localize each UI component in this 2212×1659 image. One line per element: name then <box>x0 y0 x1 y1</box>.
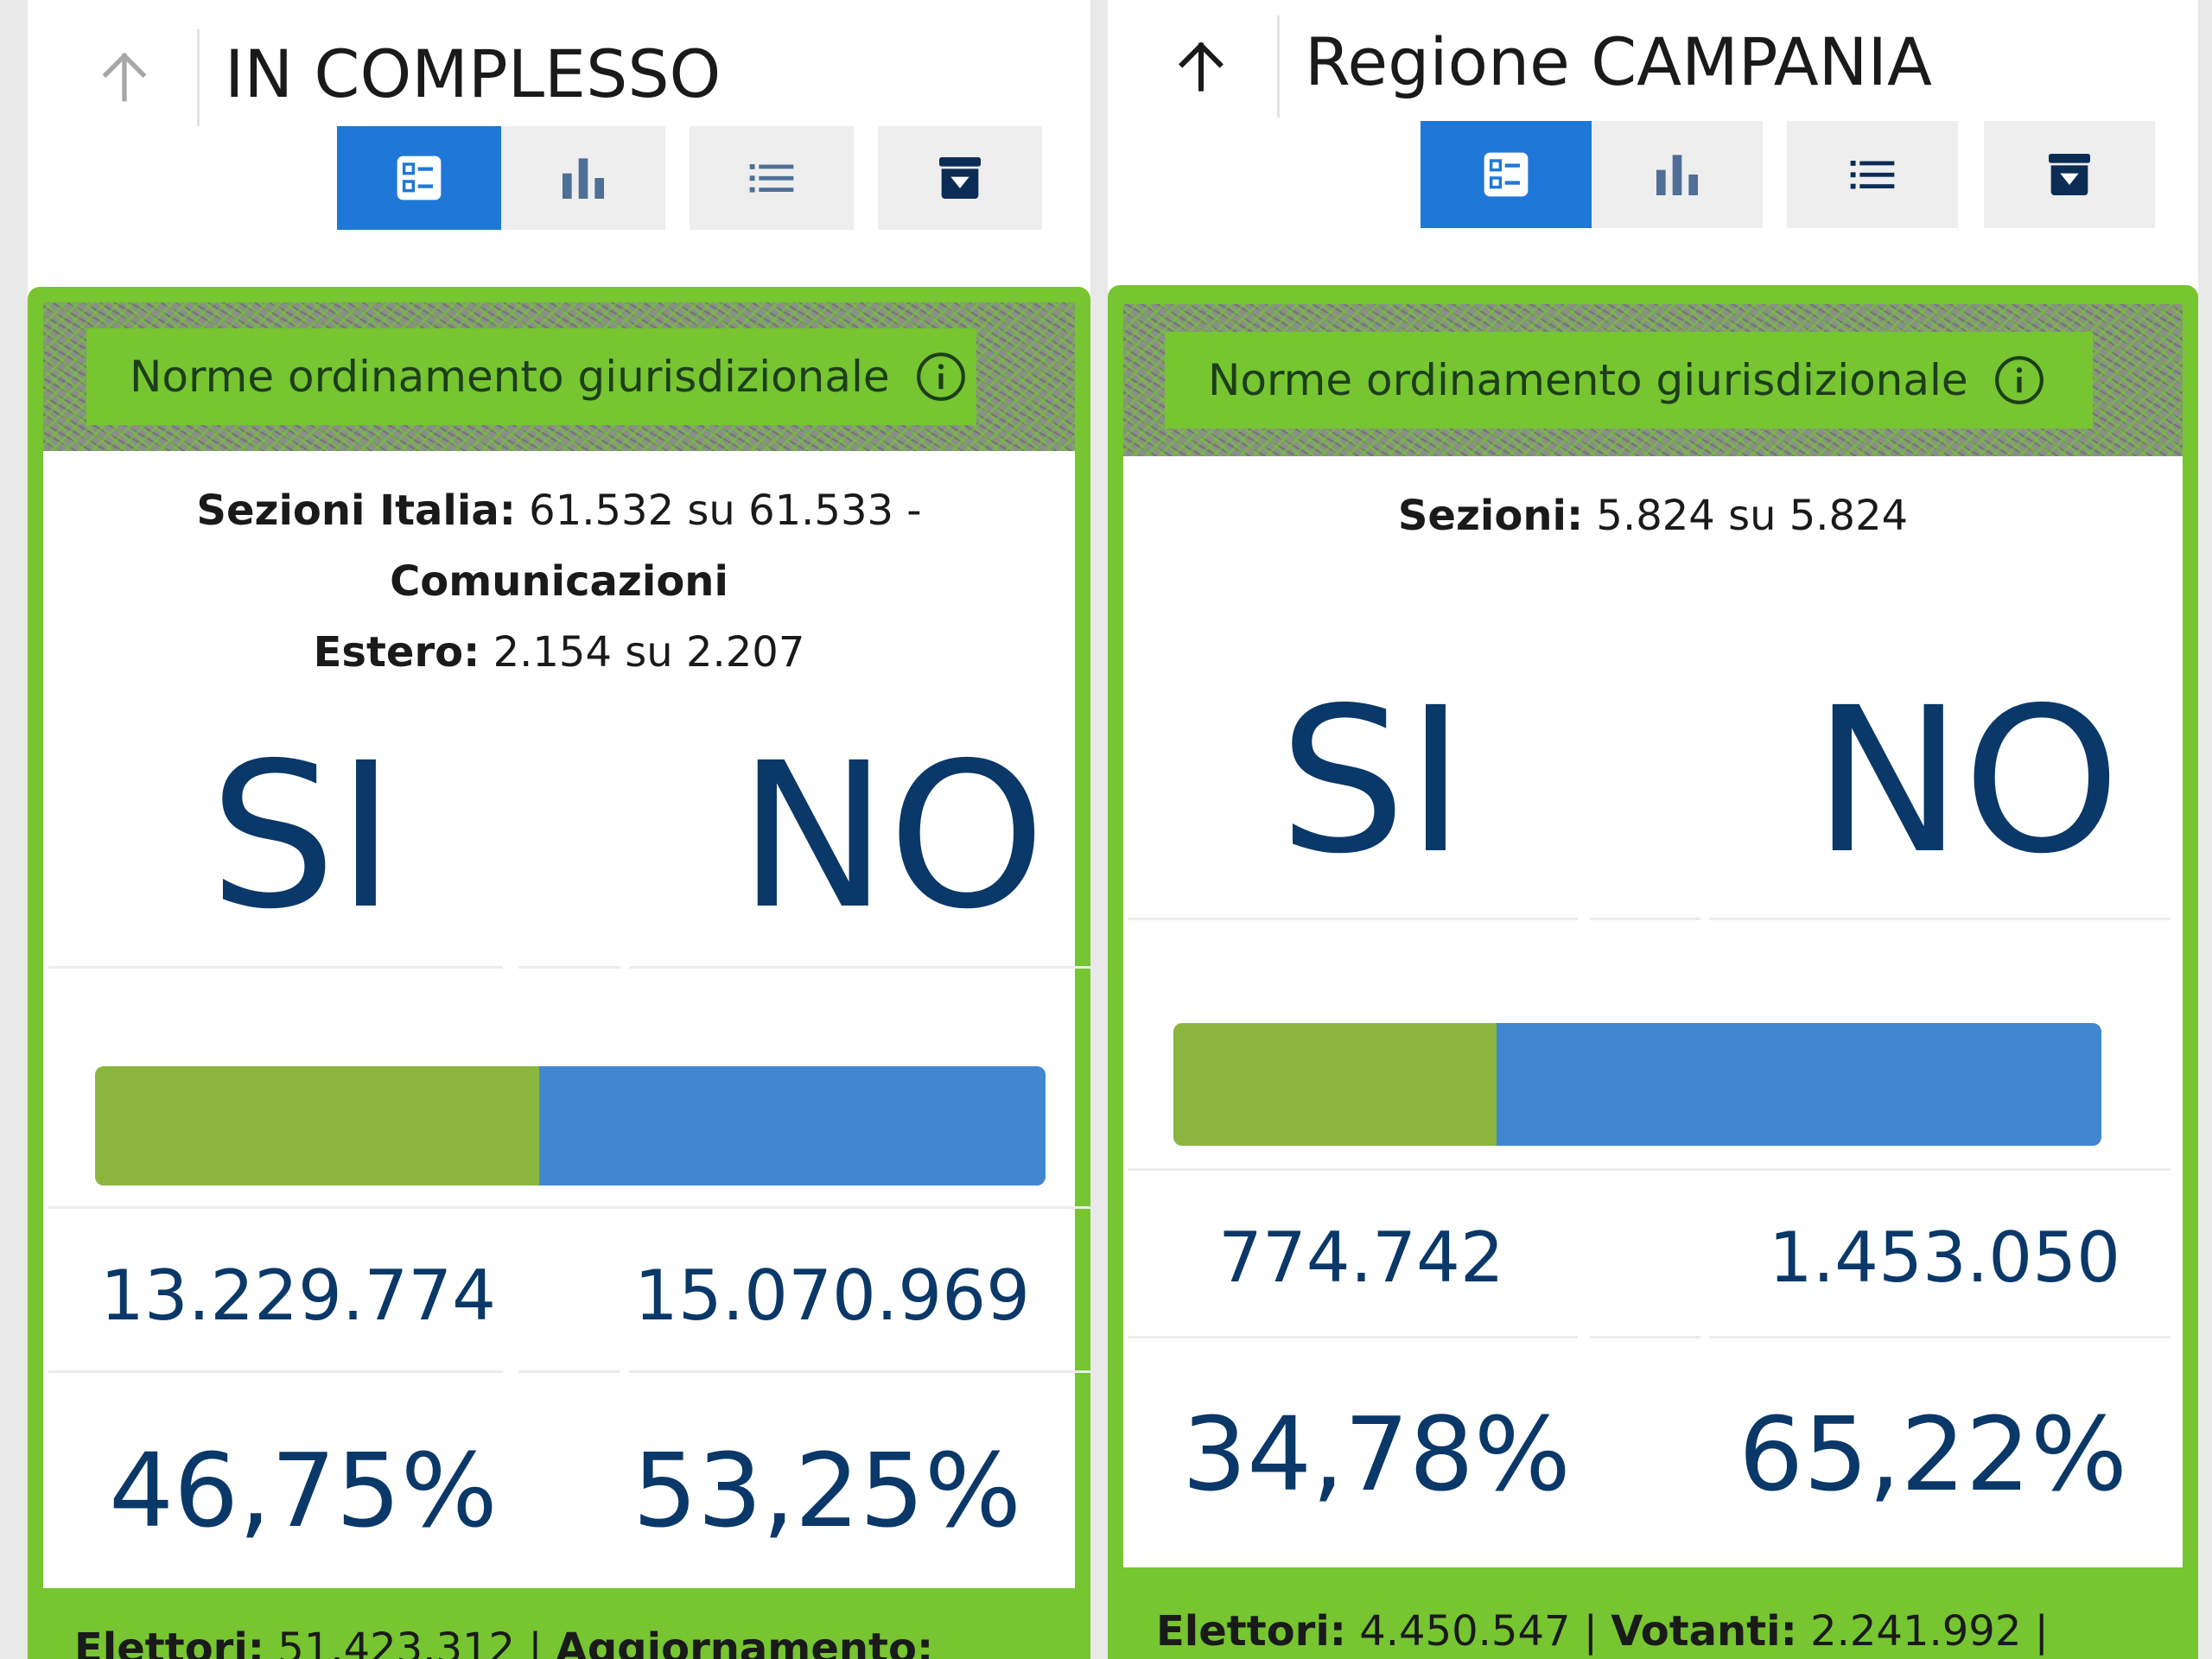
votanti-value: 2.241.992 | <box>1796 1607 2049 1656</box>
arrow-up-icon[interactable] <box>90 41 159 111</box>
comunicazioni-label: Comunicazioni <box>390 557 728 606</box>
list-icon <box>1850 161 1895 189</box>
left-header: IN COMPLESSO <box>28 0 1090 285</box>
estero-value: 2.154 su 2.207 <box>480 628 805 677</box>
divider <box>1709 918 2171 920</box>
card-header: Norme ordinamento giurisdizionale <box>43 302 1075 451</box>
card-title: Norme ordinamento giurisdizionale <box>1208 355 1968 405</box>
info-icon[interactable] <box>1993 353 2046 407</box>
sections-value: 5.824 su 5.824 <box>1583 492 1909 540</box>
no-label: NO <box>738 720 1046 953</box>
info-icon[interactable] <box>914 350 968 404</box>
divider <box>1128 1168 2171 1171</box>
card-title: Norme ordinamento giurisdizionale <box>130 352 890 402</box>
card-header: Norme ordinamento giurisdizionale <box>1123 304 2183 456</box>
no-votes: 15.070.969 <box>633 1255 1030 1336</box>
si-votes: 774.742 <box>1218 1217 1504 1298</box>
page-title: IN COMPLESSO <box>225 35 721 112</box>
no-votes: 1.453.050 <box>1768 1217 2120 1298</box>
divider <box>48 1206 1090 1209</box>
divider <box>629 966 1090 969</box>
elettori-value: 4.450.547 | <box>1345 1607 1611 1656</box>
list-view-button[interactable] <box>1787 121 1958 228</box>
si-label: SI <box>209 720 396 953</box>
download-button[interactable] <box>1984 121 2155 228</box>
no-bar-segment <box>1496 1023 2101 1146</box>
result-card: Norme ordinamento giurisdizionale Sezion… <box>1108 285 2198 1659</box>
elettori-label: Elettori: <box>74 1624 264 1659</box>
chart-view-button[interactable] <box>501 126 665 230</box>
result-bar <box>1173 1023 2101 1146</box>
sections-italia-value: 61.532 su 61.533 - <box>515 486 922 535</box>
no-bar-segment <box>539 1066 1046 1185</box>
list-icon <box>749 164 794 193</box>
bar-chart-icon <box>1656 155 1698 195</box>
archive-download-icon <box>2049 154 2090 195</box>
view-toolbar <box>1421 121 2155 228</box>
divider <box>1590 1336 1700 1338</box>
result-card: Norme ordinamento giurisdizionale Sezion… <box>28 287 1090 1659</box>
archive-download-icon <box>939 157 981 199</box>
divider <box>518 1370 620 1373</box>
download-button[interactable] <box>878 126 1042 230</box>
right-panel: Regione CAMPANIA <box>1108 0 2198 1659</box>
card-footer: Elettori: 4.450.547 | Votanti: 2.241.992… <box>1156 1607 2183 1656</box>
no-label: NO <box>1813 664 2121 898</box>
view-toolbar <box>337 126 1042 230</box>
divider <box>48 966 503 969</box>
chart-view-button[interactable] <box>1592 121 1763 228</box>
divider <box>1709 1336 2171 1338</box>
votanti-label: Votanti: <box>1611 1607 1797 1656</box>
no-percentage: 65,22% <box>1738 1395 2127 1514</box>
divider <box>48 1370 503 1373</box>
si-bar-segment <box>1173 1023 1497 1146</box>
summary-view-button[interactable] <box>1421 121 1592 228</box>
divider <box>1590 918 1700 920</box>
right-header: Regione CAMPANIA <box>1108 0 2198 285</box>
si-votes: 13.229.774 <box>100 1255 497 1336</box>
summary-list-icon <box>1484 152 1529 197</box>
result-bar <box>95 1066 1046 1185</box>
no-percentage: 53,25% <box>632 1431 1021 1550</box>
si-percentage: 34,78% <box>1182 1395 1571 1514</box>
sections-info: Sezioni: 5.824 su 5.824 <box>1123 480 2183 551</box>
arrow-up-icon[interactable] <box>1166 31 1236 100</box>
elettori-value: 51.423.312 | <box>264 1624 556 1659</box>
summary-list-icon <box>397 156 442 200</box>
page-title: Regione CAMPANIA <box>1305 23 1932 100</box>
si-bar-segment <box>95 1066 540 1185</box>
divider <box>1128 918 1578 920</box>
left-panel: IN COMPLESSO <box>28 0 1090 1659</box>
si-percentage: 46,75% <box>109 1431 498 1550</box>
sections-label: Sezioni: <box>1397 492 1584 540</box>
divider <box>518 966 620 969</box>
summary-view-button[interactable] <box>337 126 501 230</box>
bar-chart-icon <box>563 158 604 199</box>
elettori-label: Elettori: <box>1156 1607 1346 1656</box>
aggiornamento-label: Aggiornamento: <box>555 1624 934 1659</box>
card-title-box: Norme ordinamento giurisdizionale <box>86 328 976 425</box>
header-divider <box>197 29 200 126</box>
si-label: SI <box>1279 664 1465 898</box>
card-title-box: Norme ordinamento giurisdizionale <box>1165 332 2093 429</box>
estero-label: Estero: <box>313 628 480 677</box>
divider <box>1128 1336 1578 1338</box>
card-body: Sezioni: 5.824 su 5.824 SI NO 774.742 1.… <box>1123 456 2183 1567</box>
card-footer: Elettori: 51.423.312 | Aggiornamento: <box>74 1624 1075 1659</box>
card-body: Sezioni Italia: 61.532 su 61.533 - Comun… <box>43 451 1090 1588</box>
header-divider <box>1277 16 1280 118</box>
divider <box>629 1370 1090 1373</box>
list-view-button[interactable] <box>690 126 854 230</box>
sections-info: Sezioni Italia: 61.532 su 61.533 - Comun… <box>43 475 1075 688</box>
sections-italia-label: Sezioni Italia: <box>196 486 516 535</box>
